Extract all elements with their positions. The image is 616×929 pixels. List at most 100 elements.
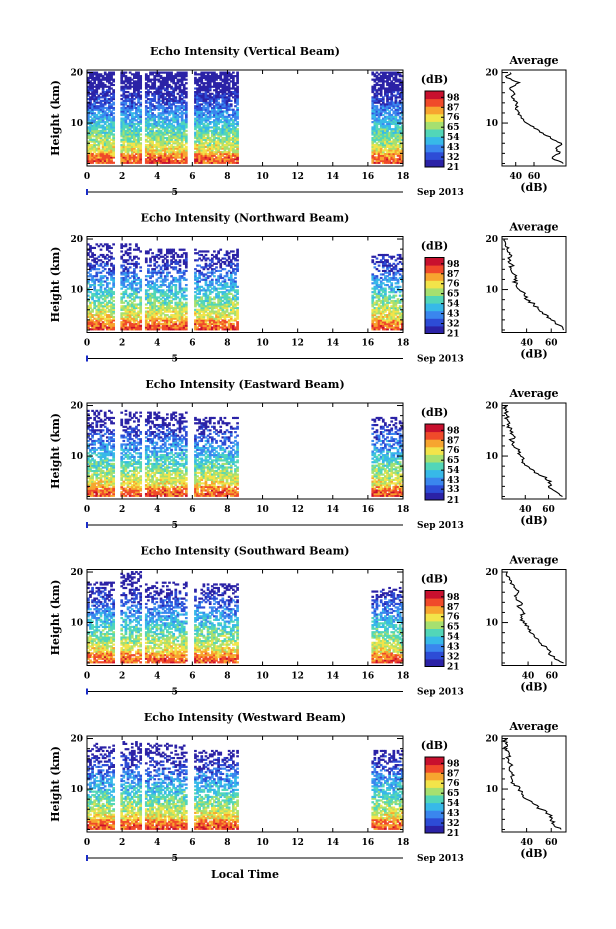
heatmap-cell [126, 144, 130, 147]
heatmap-cell [133, 161, 136, 164]
heatmap-cell [120, 73, 124, 76]
heatmap-cell [108, 85, 111, 88]
heatmap-cell [99, 161, 103, 164]
heatmap-cell [101, 158, 105, 161]
heatmap-cell [128, 94, 132, 97]
heatmap-cell [99, 96, 103, 99]
heatmap-cell [105, 147, 109, 150]
heatmap-cell [128, 144, 132, 147]
colorbar-swatch [425, 121, 444, 130]
heatmap-cell [103, 131, 107, 134]
heatmap-cell [135, 96, 138, 99]
heatmap-cell [95, 106, 99, 110]
heatmap-cell [87, 105, 90, 108]
heatmap-cell [120, 119, 124, 122]
x-tick-label: 16 [362, 172, 375, 182]
heatmap-cell [89, 85, 92, 88]
heatmap-cell [91, 128, 94, 131]
heatmap-cell [87, 82, 90, 85]
heatmap-cell [110, 145, 113, 148]
heatmap-cell [103, 92, 107, 95]
y-tick-label: 10 [70, 119, 83, 129]
heatmap-cell [122, 154, 126, 157]
heatmap-cell [89, 80, 92, 83]
heatmap-cell [97, 161, 101, 164]
heatmap-cell [122, 128, 126, 131]
heatmap-cell [87, 90, 90, 94]
heatmap-cell [108, 151, 111, 154]
heatmap-cell [89, 119, 92, 122]
heatmap-cell [120, 131, 124, 134]
heatmap-cell [89, 145, 92, 148]
heatmap-cell [130, 101, 134, 104]
heatmap-cell [124, 154, 128, 157]
heatmap-cell [110, 122, 113, 125]
heatmap-cell [128, 112, 132, 115]
heatmap-cell [103, 140, 107, 143]
heatmap-cell [89, 144, 92, 147]
heatmap-cell [135, 89, 138, 92]
heatmap-cell [122, 92, 126, 95]
heatmap-cell [108, 87, 111, 90]
heatmap-cell [110, 158, 113, 161]
heatmap-cells [87, 71, 404, 164]
heatmap-cell [95, 126, 99, 129]
heatmap-cell [110, 144, 113, 147]
heatmap-cell [137, 94, 140, 97]
heatmap-cell [95, 76, 99, 79]
heatmap-cell [89, 154, 92, 157]
heatmap-cell [87, 76, 90, 79]
heatmap-cell [108, 113, 111, 117]
heatmap-cell [99, 113, 103, 117]
heatmap-cell [130, 85, 134, 88]
heatmap-cell [112, 140, 115, 143]
heatmap-cell [128, 266, 132, 269]
heatmap-cell [97, 149, 101, 152]
heatmap-cell [99, 78, 103, 81]
heatmap-cell [178, 264, 182, 267]
heatmap-cell [91, 119, 94, 122]
heatmap-cell [89, 105, 92, 108]
heatmap-cell [101, 142, 105, 145]
heatmap-cell [120, 110, 124, 113]
heatmap-cell [184, 90, 188, 94]
heatmap-cell [112, 161, 115, 164]
heatmap-cell [112, 78, 115, 81]
colorbar-tick-label: 65 [447, 123, 460, 133]
heatmap-cell [89, 156, 92, 159]
heatmap-cell [105, 133, 109, 136]
heatmap-cell [139, 159, 143, 163]
heatmap-cell [112, 106, 115, 110]
heatmap-cell [126, 149, 130, 152]
heatmap-cell [110, 106, 113, 110]
heatmap-cell [137, 158, 140, 161]
heatmap-cell [137, 78, 140, 81]
heatmap-cell [135, 135, 138, 138]
heatmap-cell [133, 112, 136, 115]
heatmap-cell [130, 129, 134, 133]
heatmap-cell [124, 243, 128, 246]
heatmap-cell [135, 83, 138, 87]
heatmap-cell [133, 126, 136, 129]
heatmap-cell [95, 144, 99, 147]
heatmap-cell [110, 117, 113, 120]
heatmap-cell [126, 105, 130, 108]
heatmap-cell [110, 147, 113, 150]
heatmap-cell [236, 128, 239, 131]
heatmap-cell [110, 92, 113, 95]
heatmap-cell [105, 78, 109, 81]
heatmap-cell [105, 136, 109, 140]
heatmap-cell [120, 158, 124, 161]
heatmap-cell [110, 138, 113, 141]
heatmap-cell [95, 129, 99, 133]
heatmap-cell [184, 82, 188, 85]
heatmap-cell [95, 90, 99, 94]
heatmap-cell [184, 78, 188, 81]
heatmap-cell [124, 110, 128, 113]
heatmap-cell [128, 78, 132, 81]
heatmap-cell [135, 106, 138, 110]
heatmap-cell [99, 82, 103, 85]
heatmap-cell [97, 152, 101, 156]
heatmap-cell [184, 283, 188, 287]
heatmap-cell [122, 136, 126, 140]
